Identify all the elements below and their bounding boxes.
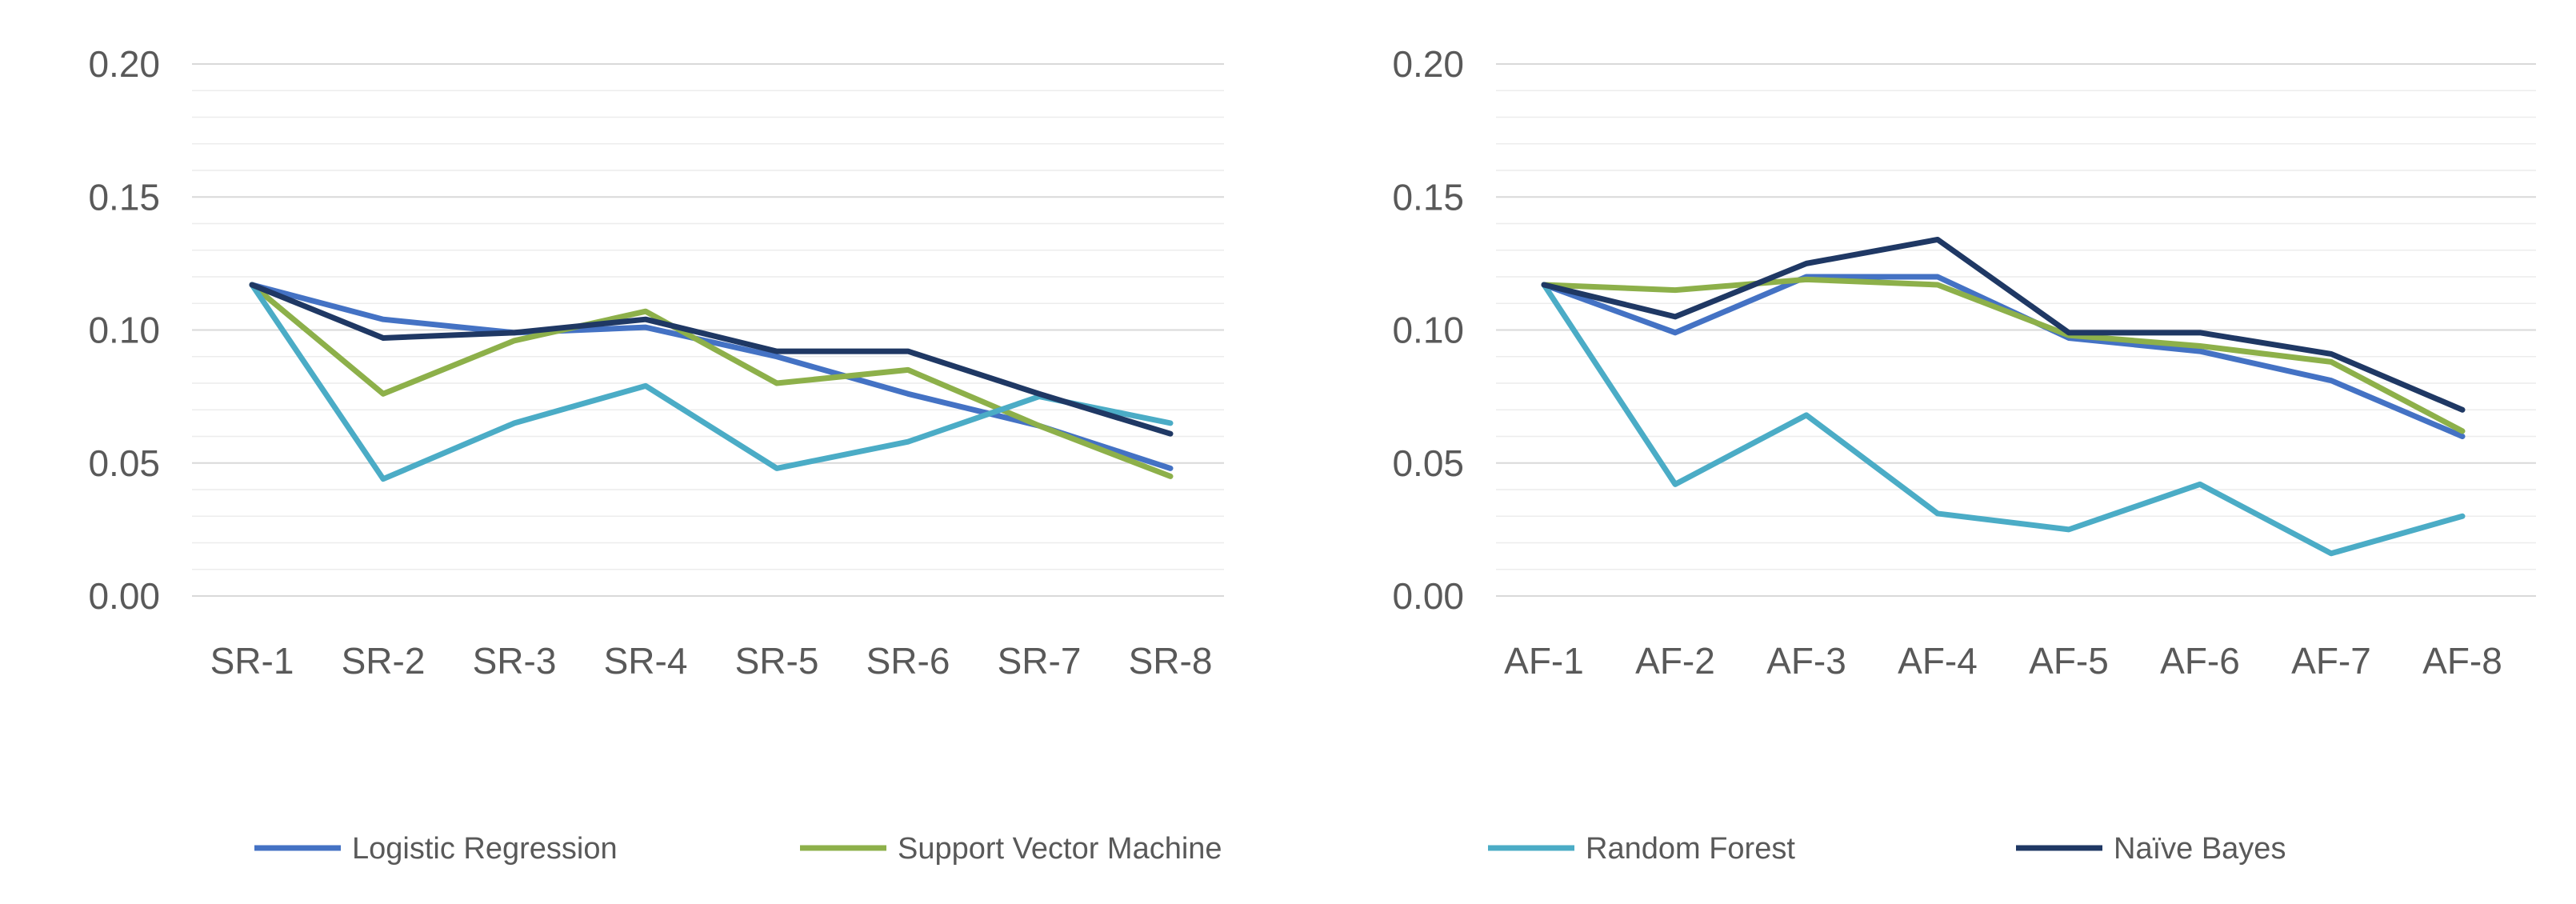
left-y-tick-label: 0.15 [88, 176, 160, 218]
right-x-tick-label-af-8: AF-8 [2422, 640, 2502, 682]
left-y-tick-label: 0.20 [88, 43, 160, 85]
right-x-tick-label-af-7: AF-7 [2291, 640, 2371, 682]
right-line-chart: 0.00 0.05 0.10 0.15 0.20 AF-1 AF-2 AF-3 AF-4 AF-5… [1392, 43, 2536, 682]
right-series-naive-bayes [1541, 236, 2466, 413]
left-gridlines [192, 63, 1224, 570]
left-y-tick-label: 0.10 [88, 310, 160, 351]
legend-item-logistic-regression: Logistic Regression [254, 832, 618, 866]
right-x-tick-label-af-1: AF-1 [1504, 640, 1584, 682]
legend-item-random-forest: Random Forest [1488, 832, 1795, 866]
legend: Logistic Regression Support Vector Machi… [254, 832, 2286, 866]
right-y-tick-label: 0.00 [1392, 575, 1464, 617]
left-series-logistic-regression [249, 282, 1174, 471]
left-x-tick-label-sr-4: SR-4 [604, 640, 688, 682]
right-x-tick-label-af-3: AF-3 [1766, 640, 1846, 682]
right-x-tick-label-af-2: AF-2 [1635, 640, 1715, 682]
left-x-tick-label-sr-2: SR-2 [342, 640, 426, 682]
left-x-tick-label-sr-1: SR-1 [210, 640, 294, 682]
left-line-chart: 0.00 0.05 0.10 0.15 0.20 SR-1 SR-2 SR-3 SR-4 SR-5… [88, 43, 1224, 682]
right-y-tick-label: 0.10 [1392, 310, 1464, 351]
legend-label-support-vector-machine: Support Vector Machine [898, 832, 1222, 866]
left-series-naive-bayes [249, 282, 1174, 437]
right-y-tick-label: 0.05 [1392, 442, 1464, 484]
left-x-tick-label-sr-5: SR-5 [735, 640, 819, 682]
legend-item-support-vector-machine: Support Vector Machine [800, 832, 1222, 866]
left-series-support-vector-machine [249, 282, 1174, 479]
right-x-tick-label-af-5: AF-5 [2029, 640, 2109, 682]
legend-item-naive-bayes: Naïve Bayes [2016, 832, 2286, 866]
left-x-tick-label-sr-8: SR-8 [1129, 640, 1213, 682]
right-series-support-vector-machine [1541, 276, 2466, 434]
right-x-tick-label-af-4: AF-4 [1898, 640, 1978, 682]
left-x-tick-label-sr-3: SR-3 [473, 640, 557, 682]
left-y-tick-label: 0.00 [88, 575, 160, 617]
left-x-tick-label-sr-7: SR-7 [998, 640, 1082, 682]
right-series-random-forest [1541, 282, 2466, 557]
legend-label-logistic-regression: Logistic Regression [352, 832, 618, 866]
left-x-tick-label-sr-6: SR-6 [866, 640, 950, 682]
right-y-tick-label: 0.20 [1392, 43, 1464, 85]
left-y-tick-label: 0.05 [88, 442, 160, 484]
legend-label-random-forest: Random Forest [1586, 832, 1795, 866]
right-y-tick-label: 0.15 [1392, 176, 1464, 218]
left-series-random-forest [249, 282, 1174, 482]
legend-label-naive-bayes: Naïve Bayes [2114, 832, 2286, 866]
right-x-tick-label-af-6: AF-6 [2160, 640, 2240, 682]
